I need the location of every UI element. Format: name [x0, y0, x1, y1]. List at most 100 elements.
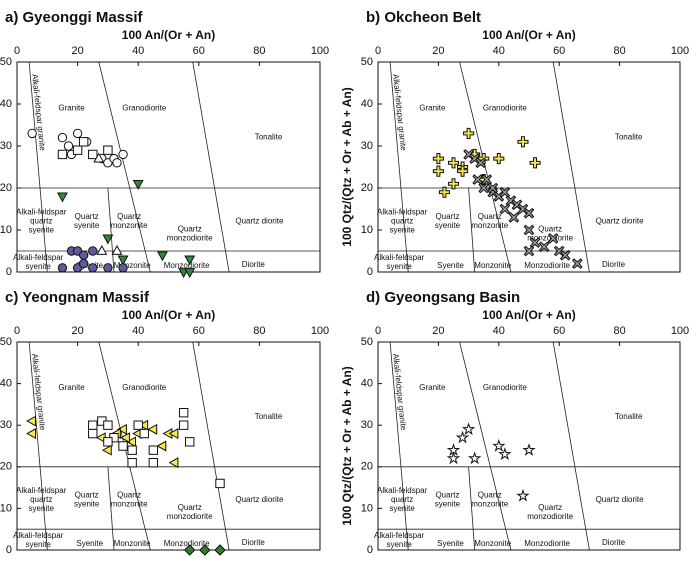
data-point	[481, 174, 493, 185]
data-point	[127, 457, 137, 468]
field-label: Alkali-feldspar granite	[30, 74, 47, 152]
field-label: Monzodiorite	[164, 261, 210, 270]
x-tick-label: 40	[493, 325, 505, 337]
field-boundary	[98, 62, 151, 272]
x-tick-label: 100	[311, 325, 329, 337]
field-label: Quartz syenite	[74, 212, 100, 230]
data-point	[56, 192, 68, 203]
data-point	[63, 141, 74, 151]
data-point	[523, 245, 535, 257]
field-boundary	[107, 187, 115, 272]
field-label-line: monzodiorite	[527, 234, 573, 243]
field-label: Alkali-feldspar syenite	[374, 253, 425, 271]
field-label-line: quartz	[30, 217, 52, 226]
field-label: Syenite	[437, 261, 464, 270]
data-point	[138, 419, 149, 431]
x-tick-label: 60	[193, 325, 205, 337]
field-label: Tonalite	[255, 412, 283, 421]
data-point	[492, 438, 506, 452]
y-tick-label: 10	[361, 224, 373, 236]
field-label-line: syenite	[74, 221, 100, 230]
field-label: Granite	[419, 383, 446, 392]
field-label-line: Alkali-feldspar	[16, 486, 67, 495]
field-label: Granodiorite	[483, 103, 528, 112]
field-boundary	[459, 62, 512, 272]
y-tick-label: 0	[367, 544, 373, 556]
field-label-line: syenite	[26, 540, 52, 549]
field-label: Quartz monzonite	[471, 491, 508, 509]
data-point	[102, 234, 114, 245]
data-point	[523, 207, 535, 219]
field-boundaries	[378, 342, 680, 550]
data-point	[148, 445, 159, 455]
field-label: Quartz syenite	[435, 491, 461, 509]
data-point	[183, 544, 196, 556]
panel-title: c) Yeongnam Massif	[5, 289, 150, 306]
field-label-line: Quartz	[178, 225, 202, 234]
data-point	[103, 420, 113, 430]
data-point	[118, 149, 128, 160]
data-point	[88, 149, 98, 160]
x-tick-label: 0	[375, 45, 381, 57]
x-tick-label: 80	[253, 45, 265, 57]
field-label-line: monzonite	[111, 221, 148, 230]
field-label-line: Quartz	[117, 212, 141, 221]
field-label: Diorite	[602, 260, 626, 269]
field-label-line: Alkali-feldspar	[374, 531, 425, 540]
field-label: Quartz monzodiorite	[167, 503, 213, 521]
plot-frame	[16, 61, 321, 273]
data-point	[529, 157, 541, 169]
data-point	[88, 246, 98, 256]
field-label: Quartz diorite	[596, 217, 645, 226]
data-point	[184, 268, 196, 279]
field-label-line: Alkali-feldspar	[16, 208, 67, 217]
panel-title: d) Gyeongsang Basin	[366, 289, 520, 306]
field-boundary	[192, 342, 230, 550]
field-label: Granite	[58, 383, 85, 392]
field-label: Tonalite	[615, 133, 643, 142]
y-tick-label: 20	[0, 461, 12, 473]
field-label-line: Quartz	[478, 212, 502, 221]
data-point	[487, 182, 499, 194]
field-label-line: syenite	[389, 504, 415, 513]
field-label-line: monzonite	[471, 221, 508, 230]
x-tick-label: 40	[132, 325, 144, 337]
data-point	[493, 153, 505, 165]
field-label-line: syenite	[386, 262, 412, 271]
data-point	[432, 165, 444, 177]
field-boundary	[28, 62, 48, 272]
y-axis-title: 100 Qtz/(Qtz + Or + Ab + An)	[340, 366, 354, 525]
data-point	[103, 263, 113, 273]
field-label-line: Quartz	[538, 225, 562, 234]
field-label-line: Quartz	[178, 503, 202, 512]
data-point	[432, 153, 444, 165]
y-tick-label: 10	[0, 502, 12, 514]
data-point	[185, 437, 195, 447]
x-tick-label: 80	[253, 325, 265, 337]
y-tick-label: 10	[0, 224, 12, 236]
field-boundary	[468, 466, 476, 550]
field-label-line: syenite	[389, 226, 415, 235]
y-tick-label: 40	[361, 378, 373, 390]
y-tick-label: 0	[6, 544, 12, 556]
x-axis-title: 100 An/(Or + An)	[122, 28, 215, 42]
data-point	[215, 478, 225, 489]
plot-frame	[377, 61, 681, 273]
data-point	[26, 415, 37, 427]
y-tick-label: 20	[361, 182, 373, 194]
field-label: Alkali-feldspar quartz syenite	[16, 486, 67, 513]
data-point	[93, 152, 105, 163]
data-point	[88, 428, 98, 439]
y-tick-label: 20	[361, 461, 373, 473]
field-label-line: syenite	[29, 226, 55, 235]
data-point	[455, 430, 470, 444]
y-axis-title: 100 Qtz/(Qtz + Or + Ab + An)	[340, 87, 354, 246]
data-point	[517, 136, 529, 148]
panel: c) Yeongnam Massif 100 An/(Or + An) 0 20 40 6…	[0, 289, 329, 556]
x-axis-title: 100 An/(Or + An)	[122, 308, 215, 322]
data-point	[72, 145, 83, 155]
data-point	[27, 128, 37, 139]
data-point	[156, 440, 167, 452]
x-axis-title: 100 An/(Or + An)	[482, 308, 575, 322]
